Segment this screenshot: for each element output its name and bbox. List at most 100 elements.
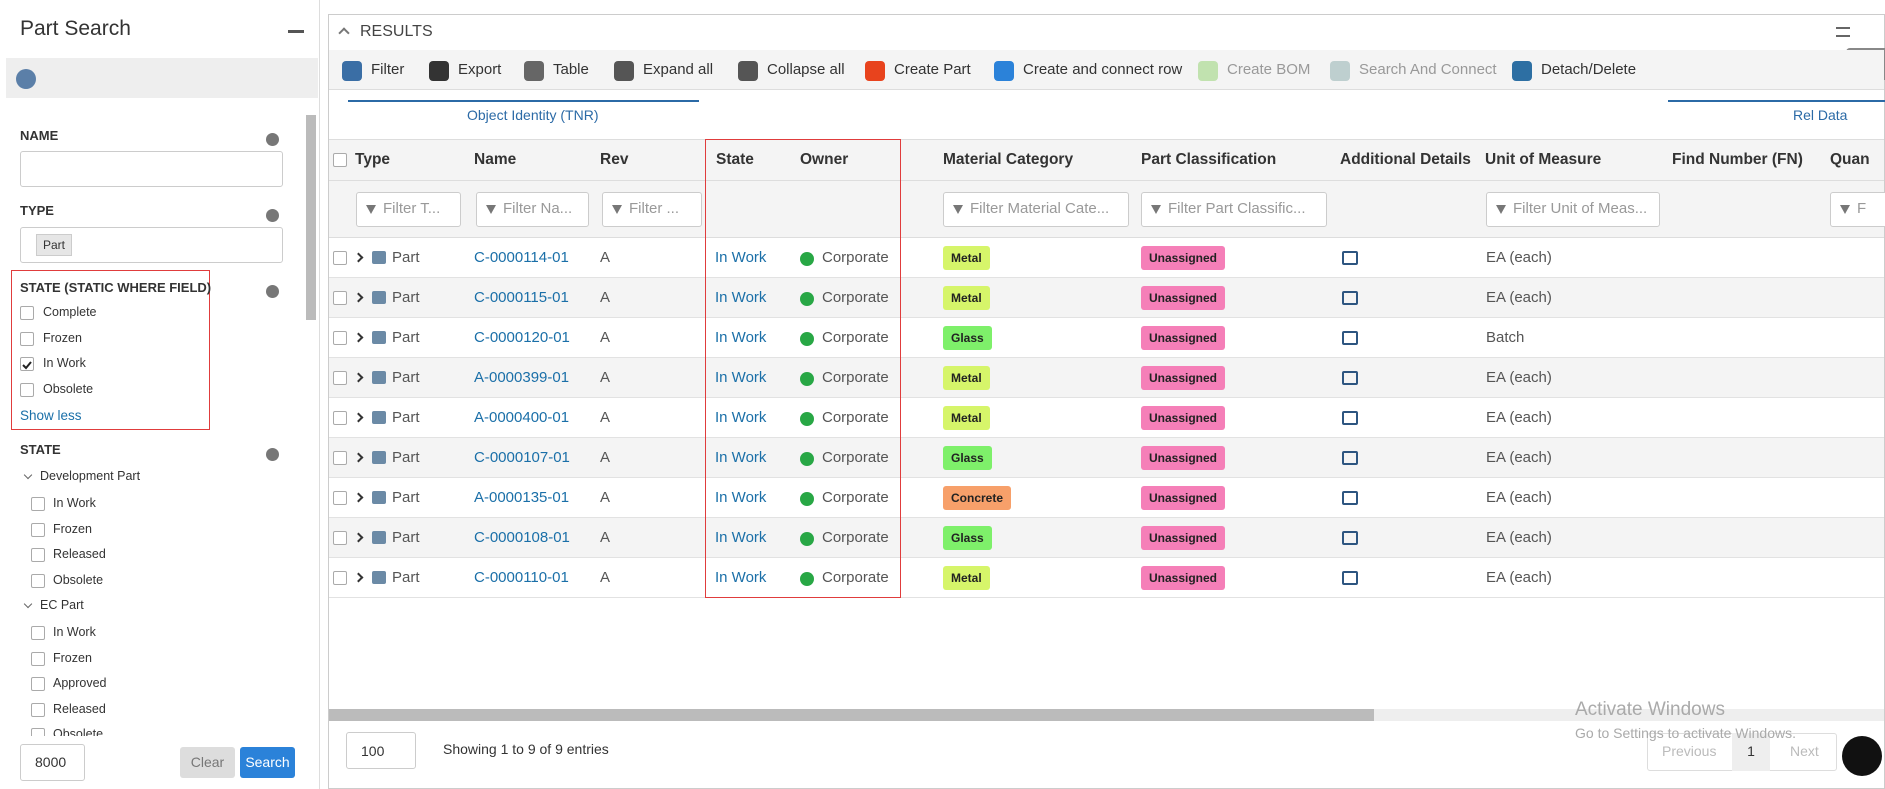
page-button[interactable]: Previous (1662, 743, 1717, 759)
checkbox[interactable] (333, 251, 347, 265)
checkbox[interactable] (20, 306, 34, 320)
show-less-link[interactable]: Show less (20, 408, 82, 423)
details-icon[interactable] (1342, 291, 1358, 305)
toolbar-icon[interactable] (524, 61, 544, 81)
column-header[interactable]: Name (474, 151, 517, 168)
checkbox[interactable] (31, 677, 45, 691)
page-size-select[interactable]: 100 (346, 732, 416, 769)
column-header[interactable]: Rev (600, 151, 629, 168)
checkbox[interactable] (31, 548, 45, 562)
page-button[interactable]: Next (1790, 743, 1819, 759)
option-label[interactable]: Complete (43, 305, 97, 319)
column-header[interactable]: Unit of Measure (1485, 151, 1602, 168)
back-arrow[interactable] (288, 30, 304, 33)
type-select[interactable] (20, 227, 283, 263)
clear-button[interactable]: Clear (180, 747, 235, 778)
cell-name[interactable]: A-0000400-01 (474, 409, 570, 426)
details-icon[interactable] (1342, 411, 1358, 425)
toolbar-icon[interactable] (738, 61, 758, 81)
toolbar-button[interactable]: Expand all (643, 61, 714, 78)
option-label[interactable]: Obsolete (53, 572, 104, 587)
checkbox[interactable] (333, 371, 347, 385)
checkbox[interactable] (20, 357, 34, 371)
checkbox[interactable] (333, 491, 347, 505)
option-label[interactable]: Frozen (53, 650, 92, 665)
checkbox[interactable] (31, 626, 45, 640)
checkbox[interactable] (31, 573, 45, 588)
filter-input[interactable] (943, 192, 1129, 227)
column-header[interactable]: Owner (800, 151, 849, 168)
toolbar-icon[interactable] (1198, 61, 1218, 81)
chat-button[interactable] (1842, 736, 1882, 776)
checkbox[interactable] (333, 531, 347, 545)
column-header[interactable]: State (716, 151, 754, 168)
column-header[interactable]: Material Category (943, 151, 1074, 168)
toolbar-button[interactable]: Table (553, 61, 589, 78)
details-icon[interactable] (1342, 491, 1358, 505)
option-label[interactable]: In Work (53, 625, 96, 639)
filter-input[interactable] (476, 192, 589, 227)
toolbar-button[interactable]: Detach/Delete (1541, 61, 1637, 78)
cell-name[interactable]: A-0000135-01 (474, 489, 570, 506)
option-label[interactable]: Released (53, 701, 106, 716)
column-header[interactable]: Additional Details (1340, 151, 1471, 168)
toolbar-icon[interactable] (1512, 61, 1532, 81)
details-icon[interactable] (1342, 451, 1358, 465)
checkbox[interactable] (20, 331, 34, 346)
checkbox[interactable] (31, 702, 45, 717)
checkbox[interactable] (31, 522, 45, 537)
cell-name[interactable]: A-0000399-01 (474, 369, 570, 386)
checkbox[interactable] (333, 153, 347, 167)
cell-name[interactable]: C-0000110-01 (474, 569, 569, 586)
option-label[interactable]: Approved (53, 676, 107, 690)
option-label[interactable]: Obsolete (43, 381, 94, 396)
checkbox[interactable] (333, 451, 347, 465)
filter-input[interactable] (1141, 192, 1327, 227)
cell-name[interactable]: C-0000114-01 (474, 249, 569, 266)
name-input[interactable] (20, 151, 283, 187)
toolbar-icon[interactable] (614, 61, 634, 81)
checkbox[interactable] (333, 291, 347, 305)
cell-name[interactable]: C-0000120-01 (474, 329, 570, 346)
menu-icon[interactable] (1836, 27, 1850, 37)
toolbar-button[interactable]: Collapse all (767, 61, 845, 78)
option-label[interactable]: Frozen (43, 330, 82, 345)
checkbox[interactable] (20, 382, 34, 397)
column-header[interactable]: Find Number (FN) (1672, 151, 1803, 168)
toolbar-icon[interactable] (342, 61, 362, 81)
details-icon[interactable] (1342, 371, 1358, 385)
checkbox[interactable] (333, 331, 347, 345)
toolbar-icon[interactable] (429, 61, 449, 81)
option-label[interactable]: In Work (53, 496, 96, 510)
checkbox[interactable] (31, 651, 45, 666)
option-label[interactable]: In Work (43, 356, 86, 370)
max-results-input[interactable]: 8000 (20, 744, 85, 781)
filter-input[interactable] (1830, 192, 1885, 227)
toolbar-icon[interactable] (994, 61, 1014, 81)
checkbox[interactable] (333, 571, 347, 585)
cell-name[interactable]: C-0000115-01 (474, 289, 569, 306)
menu-button[interactable] (16, 69, 36, 89)
page-button[interactable]: 1 (1732, 733, 1770, 771)
details-icon[interactable] (1342, 571, 1358, 585)
details-icon[interactable] (1342, 531, 1358, 545)
column-header[interactable]: Quan (1830, 151, 1870, 168)
option-label[interactable]: Released (53, 547, 106, 561)
details-icon[interactable] (1342, 251, 1358, 265)
toolbar-icon[interactable] (1330, 61, 1350, 81)
option-label[interactable]: Frozen (53, 521, 92, 536)
toolbar-button[interactable]: Filter (371, 61, 405, 78)
search-button[interactable]: Search (240, 747, 295, 778)
cell-name[interactable]: C-0000107-01 (474, 449, 570, 466)
checkbox[interactable] (31, 497, 45, 511)
column-header[interactable]: Part Classification (1141, 151, 1277, 168)
cell-name[interactable]: C-0000108-01 (474, 529, 570, 546)
toolbar-button[interactable]: Export (458, 61, 502, 78)
toolbar-icon[interactable] (865, 61, 885, 81)
checkbox[interactable] (333, 411, 347, 425)
column-header[interactable]: Type (355, 151, 391, 168)
details-icon[interactable] (1342, 331, 1358, 345)
toolbar-button[interactable]: Create and connect row (1023, 61, 1183, 78)
toolbar-button[interactable]: Create Part (894, 61, 971, 78)
filter-input[interactable] (1486, 192, 1660, 227)
